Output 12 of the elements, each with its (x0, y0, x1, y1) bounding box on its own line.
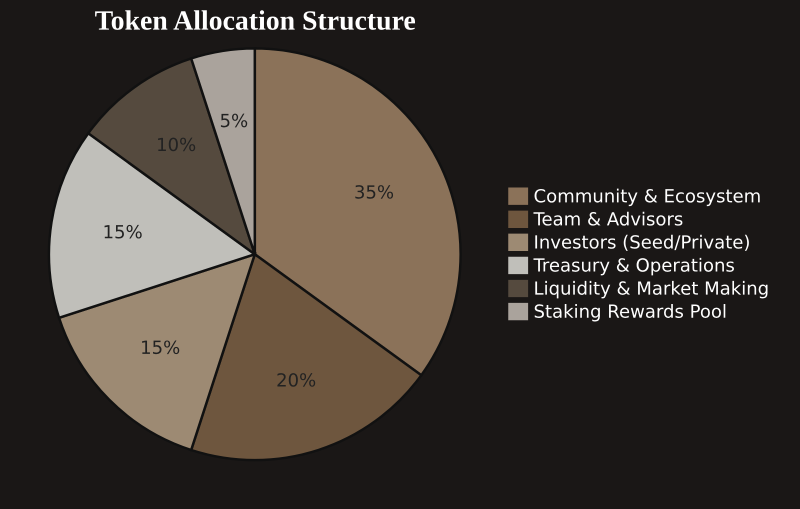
data-label: 15% (104, 224, 142, 239)
data-label: 15% (142, 340, 180, 354)
legend-label: Community & Ecosystem (534, 188, 760, 206)
data-label: 5% (220, 114, 248, 128)
legend-label: Liquidity & Market Making (535, 280, 768, 298)
legend-label: Investors (Seed/Private) (535, 234, 749, 251)
legend-label: Staking Rewards Pool (534, 304, 726, 322)
chart-title: Token Allocation Structure (95, 10, 416, 30)
legend-label: Treasury & Operations (533, 258, 734, 276)
data-label: 35% (355, 185, 394, 199)
data-label: 20% (277, 373, 316, 387)
legend-label: Team & Advisors (533, 212, 682, 226)
